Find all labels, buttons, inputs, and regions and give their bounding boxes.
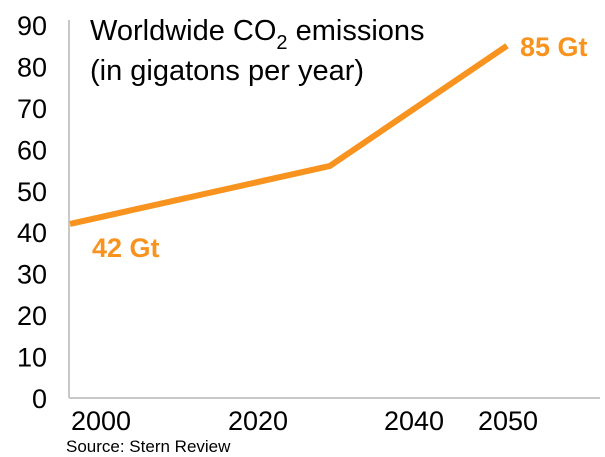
y-tick-label: 10 [17, 343, 47, 373]
series-group [69, 43, 509, 227]
title-suffix: emissions [288, 15, 425, 47]
x-tick-label: 2040 [384, 406, 444, 436]
series-line [69, 43, 509, 227]
data-label-start: 42 Gt [92, 233, 160, 263]
title-prefix: Worldwide CO [90, 15, 276, 47]
y-tick-label: 70 [17, 94, 47, 124]
x-tick-label: 2050 [478, 406, 538, 436]
y-tick-label: 0 [32, 384, 47, 414]
chart-title-line-2: (in gigatons per year) [90, 55, 364, 87]
title-subscript: 2 [276, 32, 287, 54]
y-tick-label: 40 [17, 218, 47, 248]
y-tick-label: 20 [17, 301, 47, 331]
y-tick-label: 80 [17, 52, 47, 82]
chart-title-line-1: Worldwide CO2 emissions [90, 15, 425, 54]
y-tick-label: 30 [17, 260, 47, 290]
x-tick-label: 2000 [71, 406, 131, 436]
y-tick-label: 90 [17, 11, 47, 41]
source-note: Source: Stern Review [66, 437, 231, 456]
x-tick-label: 2020 [228, 406, 288, 436]
y-tick-label: 60 [17, 135, 47, 165]
x-tick-labels: 2000 2020 2040 2050 [71, 406, 538, 436]
data-label-end: 85 Gt [520, 32, 588, 62]
y-tick-label: 50 [17, 177, 47, 207]
y-tick-labels: 0 10 20 30 40 50 60 70 80 90 [17, 11, 47, 414]
